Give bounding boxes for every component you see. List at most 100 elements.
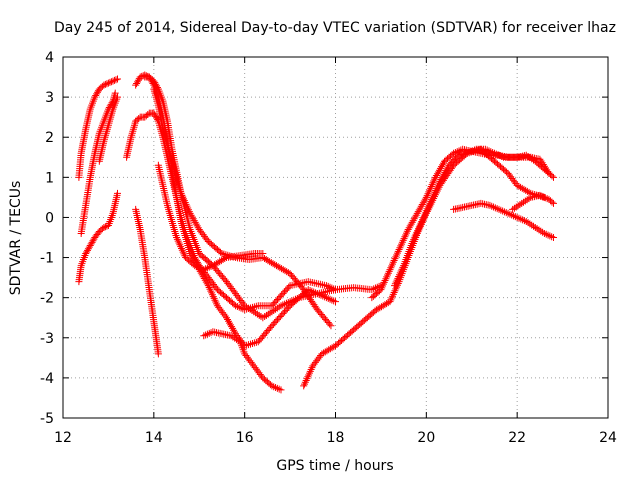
data-point-marker xyxy=(526,220,534,228)
data-point-marker xyxy=(533,225,541,233)
data-point-marker xyxy=(175,239,183,247)
data-point-marker xyxy=(224,316,232,324)
data-point-marker xyxy=(231,334,239,342)
data-point-marker xyxy=(86,242,94,250)
data-point-marker xyxy=(417,219,425,227)
data-point-marker xyxy=(425,188,433,196)
data-point-marker xyxy=(226,319,234,327)
data-point-marker xyxy=(415,206,423,214)
data-point-marker xyxy=(545,169,553,177)
data-point-marker xyxy=(390,289,398,297)
x-tick-label: 16 xyxy=(236,430,254,446)
data-point-marker xyxy=(202,265,210,273)
y-tick-label: 1 xyxy=(45,170,54,186)
data-point-marker xyxy=(327,322,335,330)
data-point-marker xyxy=(194,224,202,232)
data-point-marker xyxy=(152,80,160,88)
data-point-marker xyxy=(537,157,545,165)
data-point-marker xyxy=(525,195,533,203)
data-point-marker xyxy=(114,93,121,101)
data-point-marker xyxy=(377,286,385,294)
data-point-marker xyxy=(391,280,399,288)
data-point-marker xyxy=(541,194,549,202)
data-point-marker xyxy=(433,183,441,191)
data-point-marker xyxy=(112,76,120,84)
data-point-marker xyxy=(538,192,546,200)
data-point-marker xyxy=(496,152,504,160)
data-point-marker xyxy=(237,304,245,312)
data-point-marker xyxy=(111,89,119,97)
data-point-marker xyxy=(264,310,272,318)
y-tick-label: -4 xyxy=(40,371,54,387)
series-track-9 xyxy=(150,85,335,330)
data-point-marker xyxy=(440,170,448,178)
data-point-marker xyxy=(151,79,159,87)
data-point-marker xyxy=(419,216,427,224)
data-point-marker xyxy=(392,278,400,286)
data-point-marker xyxy=(491,204,499,212)
data-point-marker xyxy=(419,199,427,207)
data-point-marker xyxy=(330,297,338,305)
data-point-marker xyxy=(304,373,312,381)
data-point-marker xyxy=(232,302,240,310)
data-point-marker xyxy=(207,287,215,295)
data-point-marker xyxy=(259,314,267,322)
data-point-marker xyxy=(494,151,502,159)
data-point-marker xyxy=(443,165,451,173)
data-point-marker xyxy=(205,263,213,271)
data-point-marker xyxy=(144,110,152,118)
data-point-marker xyxy=(293,294,301,302)
data-point-marker xyxy=(439,172,447,180)
data-point-marker xyxy=(107,78,115,86)
data-point-marker xyxy=(213,300,221,308)
data-point-marker xyxy=(518,199,526,207)
data-point-marker xyxy=(387,264,395,272)
data-point-marker xyxy=(435,179,443,187)
data-point-marker xyxy=(499,207,507,215)
data-point-marker xyxy=(413,209,421,217)
data-point-marker xyxy=(393,251,401,259)
data-point-marker xyxy=(202,331,210,339)
data-point-marker xyxy=(194,263,202,271)
data-point-marker xyxy=(388,294,396,302)
data-point-marker xyxy=(230,326,238,334)
data-point-marker xyxy=(523,196,531,204)
data-point-marker xyxy=(441,168,449,176)
data-point-marker xyxy=(382,275,390,283)
data-point-marker xyxy=(418,217,426,225)
data-point-marker xyxy=(403,229,411,237)
data-point-marker xyxy=(421,210,429,218)
data-point-marker xyxy=(206,285,214,293)
data-point-marker xyxy=(538,159,546,167)
data-point-marker xyxy=(255,311,263,319)
data-point-marker xyxy=(250,308,258,316)
data-point-marker xyxy=(180,250,188,258)
data-point-marker xyxy=(138,72,146,80)
data-point-marker xyxy=(198,271,206,279)
data-point-marker xyxy=(434,181,442,189)
data-point-marker xyxy=(300,382,308,390)
data-point-marker xyxy=(522,217,530,225)
data-point-marker xyxy=(371,284,379,292)
data-point-marker xyxy=(388,262,396,270)
data-point-marker xyxy=(275,385,283,393)
data-point-marker xyxy=(192,220,200,228)
data-point-marker xyxy=(399,263,407,271)
data-point-marker xyxy=(308,287,316,295)
data-point-marker xyxy=(430,190,438,198)
data-point-marker xyxy=(469,147,477,155)
grid xyxy=(63,57,608,418)
data-point-marker xyxy=(208,291,216,299)
data-point-marker xyxy=(424,190,432,198)
data-point-marker xyxy=(414,225,422,233)
series-track-16 xyxy=(509,191,557,213)
data-point-marker xyxy=(519,216,527,224)
data-point-marker xyxy=(273,304,281,312)
data-point-marker xyxy=(380,278,388,286)
data-point-marker xyxy=(497,206,505,214)
data-point-marker xyxy=(510,212,518,220)
data-point-marker xyxy=(424,205,432,213)
data-point-marker xyxy=(433,170,441,178)
data-point-marker xyxy=(307,366,315,374)
data-point-marker xyxy=(177,189,185,197)
